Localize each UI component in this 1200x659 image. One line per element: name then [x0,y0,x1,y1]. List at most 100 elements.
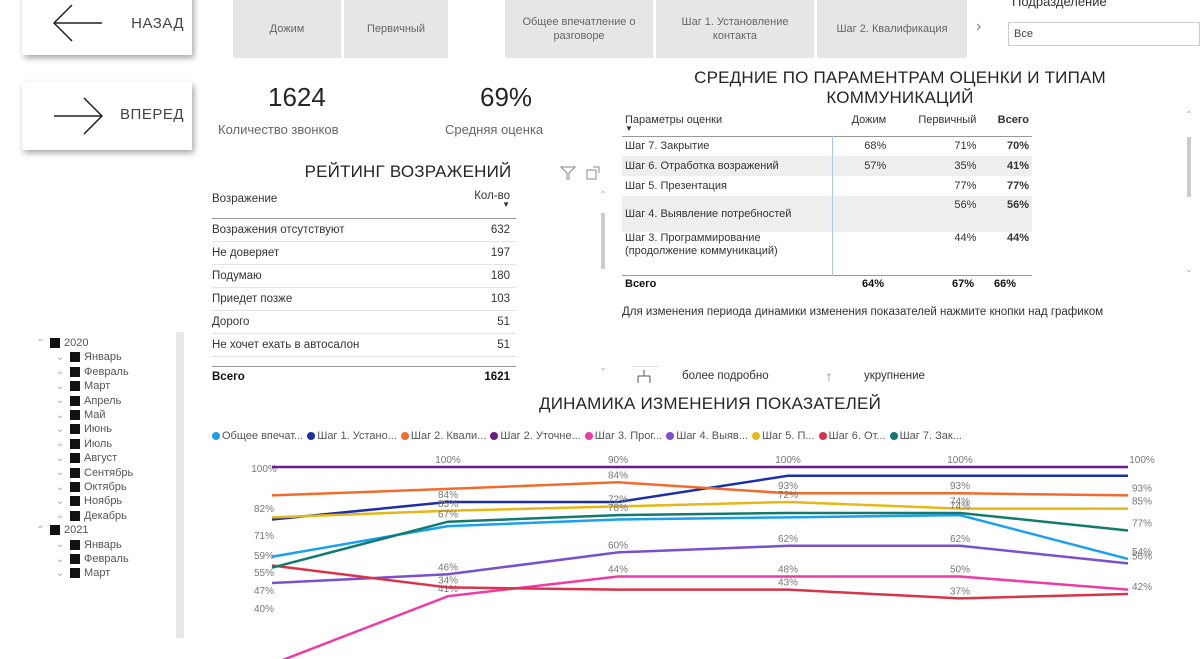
averages-scrollbar[interactable]: ⌃ ⌄ [1184,110,1194,275]
tree-month-item[interactable]: ⌄ Сентябрь [56,466,133,480]
scroll-thumb[interactable] [601,213,605,269]
tree-month-item[interactable]: ⌄ Январь [56,350,122,364]
tree-month-item[interactable]: ⌄ Март [56,379,110,393]
tree-month-item[interactable]: ⌄ Июль [56,437,112,451]
chevron-down-icon[interactable]: ⌄ [56,423,65,435]
checkbox[interactable] [70,366,80,377]
chevron-down-icon[interactable]: ⌄ [56,467,65,479]
series-line[interactable] [271,500,1128,519]
tree-month-item[interactable]: ⌄ Март [56,566,110,580]
tree-month-item[interactable]: ⌄ Февраль [56,365,129,379]
tree-month-item[interactable]: ⌄ Октябрь [56,480,127,494]
tree-month-item[interactable]: ⌄ Ноябрь [56,494,122,508]
tree-month-item[interactable]: ⌄ Апрель [56,394,121,408]
checkbox[interactable] [70,453,80,464]
tabs-next-chevron[interactable]: › [976,18,982,35]
focus-mode-icon[interactable] [586,166,600,180]
col-count-header[interactable]: Кол-во ▼ [448,180,516,219]
chevron-down-icon[interactable]: ⌄ [56,510,65,522]
data-label: 62% [950,534,970,545]
tab-step1-contact[interactable]: Шаг 1. Установление контакта [656,0,814,58]
checkbox[interactable] [50,525,60,536]
col-param-header[interactable]: Параметры оценки ▼ [622,108,832,137]
chevron-down-icon[interactable]: ⌄ [56,567,65,579]
tree-year-item[interactable]: ⌃ 2021 [36,523,88,537]
series-line[interactable] [271,511,1129,569]
drill-up-label[interactable]: укрупнение [864,370,925,382]
legend-item[interactable]: Шаг 2. Уточне... [490,430,581,442]
legend-item[interactable]: Шаг 7. Зак... [889,430,962,442]
checkbox[interactable] [70,568,80,579]
legend-item[interactable]: Общее впечат... [212,430,303,442]
series-line[interactable] [272,575,1129,659]
chevron-down-icon[interactable]: ⌄ [56,539,65,551]
tab-dozhim[interactable]: Дожим [233,0,341,58]
series-line[interactable] [271,481,1129,497]
tree-month-item[interactable]: ⌄ Февраль [56,552,129,566]
objections-scrollbar[interactable]: ⌃ ⌄ [598,190,608,372]
col-primary-header[interactable]: Первичный [889,108,980,137]
col-dozhim-header[interactable]: Дожим [832,108,890,137]
tab-primary[interactable]: Первичный [344,0,448,58]
chevron-down-icon[interactable]: ⌄ [56,481,65,493]
series-line[interactable] [271,544,1129,585]
chevron-down-icon[interactable]: ⌄ [56,452,65,464]
legend-label: Шаг 3. Прог... [594,430,663,442]
expand-hierarchy-button[interactable] [632,366,658,386]
chevron-up-icon[interactable]: ⌃ [36,524,45,536]
objection-count: 197 [448,241,516,265]
checkbox[interactable] [70,410,80,420]
col-total-header[interactable]: Всего [979,108,1032,137]
chevron-down-icon[interactable]: ⌄ [56,553,65,565]
tab-overall-impression[interactable]: Общее впечатление о разговоре [505,0,653,58]
tree-month-item[interactable]: ⌄ Август [56,451,117,465]
checkbox[interactable] [70,467,80,478]
checkbox[interactable] [70,482,80,492]
tree-year-item[interactable]: ⌃ 2020 [36,336,88,350]
checkbox[interactable] [70,352,80,363]
chevron-down-icon[interactable]: ⌄ [56,366,65,378]
scroll-up-icon[interactable]: ⌃ [1185,110,1193,119]
legend-item[interactable]: Шаг 5. П... [751,430,815,442]
chevron-down-icon[interactable]: ⌄ [56,409,65,421]
tree-month-item[interactable]: ⌄ Декабрь [56,509,127,523]
drill-more-label[interactable]: более подробно [682,370,769,382]
legend-item[interactable]: Шаг 3. Прог... [584,430,663,442]
tree-scrollbar[interactable] [176,332,184,638]
back-button[interactable]: НАЗАД [22,0,192,55]
filter-dropdown[interactable]: Все [1008,22,1200,46]
checkbox[interactable] [70,395,80,406]
chevron-down-icon[interactable]: ⌄ [56,438,65,450]
chevron-down-icon[interactable]: ⌄ [56,351,65,363]
legend-item[interactable]: Шаг 2. Квали... [400,430,486,442]
filter-icon[interactable] [560,166,576,180]
tab-step2-qualification[interactable]: Шаг 2. Квалификация [817,0,967,58]
drill-up-button[interactable]: ↑ [814,368,844,390]
checkbox[interactable] [70,438,80,449]
chevron-down-icon[interactable]: ⌄ [56,380,65,392]
legend-item[interactable]: Шаг 4. Выяв... [666,430,748,442]
tree-month-item[interactable]: ⌄ Январь [56,538,122,552]
chevron-up-icon[interactable]: ⌃ [36,337,45,349]
checkbox[interactable] [70,539,80,550]
chevron-down-icon[interactable]: ⌄ [56,495,65,507]
tree-month-item[interactable]: ⌄ Май [56,408,106,422]
series-line[interactable] [271,564,1129,600]
legend-item[interactable]: Шаг 1. Устано... [307,430,397,442]
scroll-down-icon[interactable]: ⌄ [1185,265,1193,274]
checkbox[interactable] [70,510,80,521]
col-objection-header[interactable]: Возражение [212,180,449,219]
scroll-thumb[interactable] [1187,137,1191,197]
forward-button[interactable]: ВПЕРЕД [22,82,192,150]
chevron-down-icon[interactable]: ⌄ [56,395,65,407]
legend-item[interactable]: Шаг 6. От... [818,430,886,442]
scroll-up-icon[interactable]: ⌃ [599,190,607,199]
checkbox[interactable] [70,496,80,507]
checkbox[interactable] [50,338,60,348]
checkbox[interactable] [70,381,80,392]
series-line[interactable] [271,513,1129,561]
checkbox[interactable] [70,554,80,564]
scroll-down-icon[interactable]: ⌄ [599,363,607,372]
tree-month-item[interactable]: ⌄ Июнь [56,422,112,436]
checkbox[interactable] [70,424,80,435]
